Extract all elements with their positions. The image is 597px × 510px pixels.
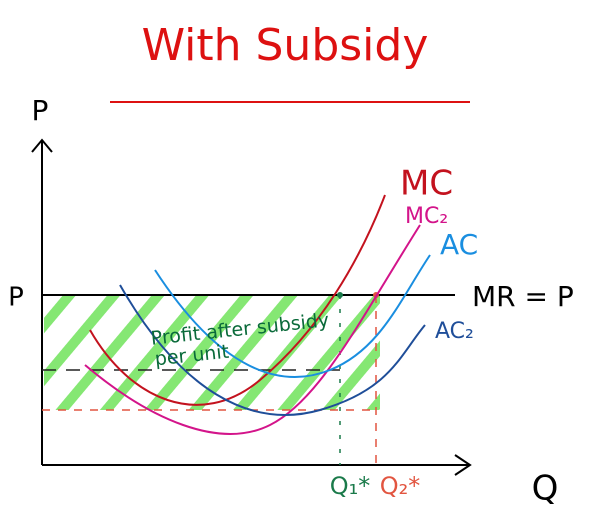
title: With Subsidy <box>142 20 429 71</box>
y-axis-label: P <box>32 94 49 127</box>
ac-label: AC <box>440 228 478 261</box>
mc2-label: MC₂ <box>405 204 448 229</box>
x-axis-label: Q <box>532 469 559 509</box>
diagram: With Subsidy P Q P MR = P MC MC₂ AC AC₂ … <box>0 0 597 510</box>
q1-label: Q₁* <box>330 472 371 500</box>
mr-label: MR = P <box>472 280 574 313</box>
q1-point <box>337 292 343 298</box>
price-label: P <box>8 283 24 313</box>
ac2-label: AC₂ <box>435 319 474 344</box>
q2-label: Q₂* <box>380 472 421 500</box>
mc-label: MC <box>400 164 453 204</box>
